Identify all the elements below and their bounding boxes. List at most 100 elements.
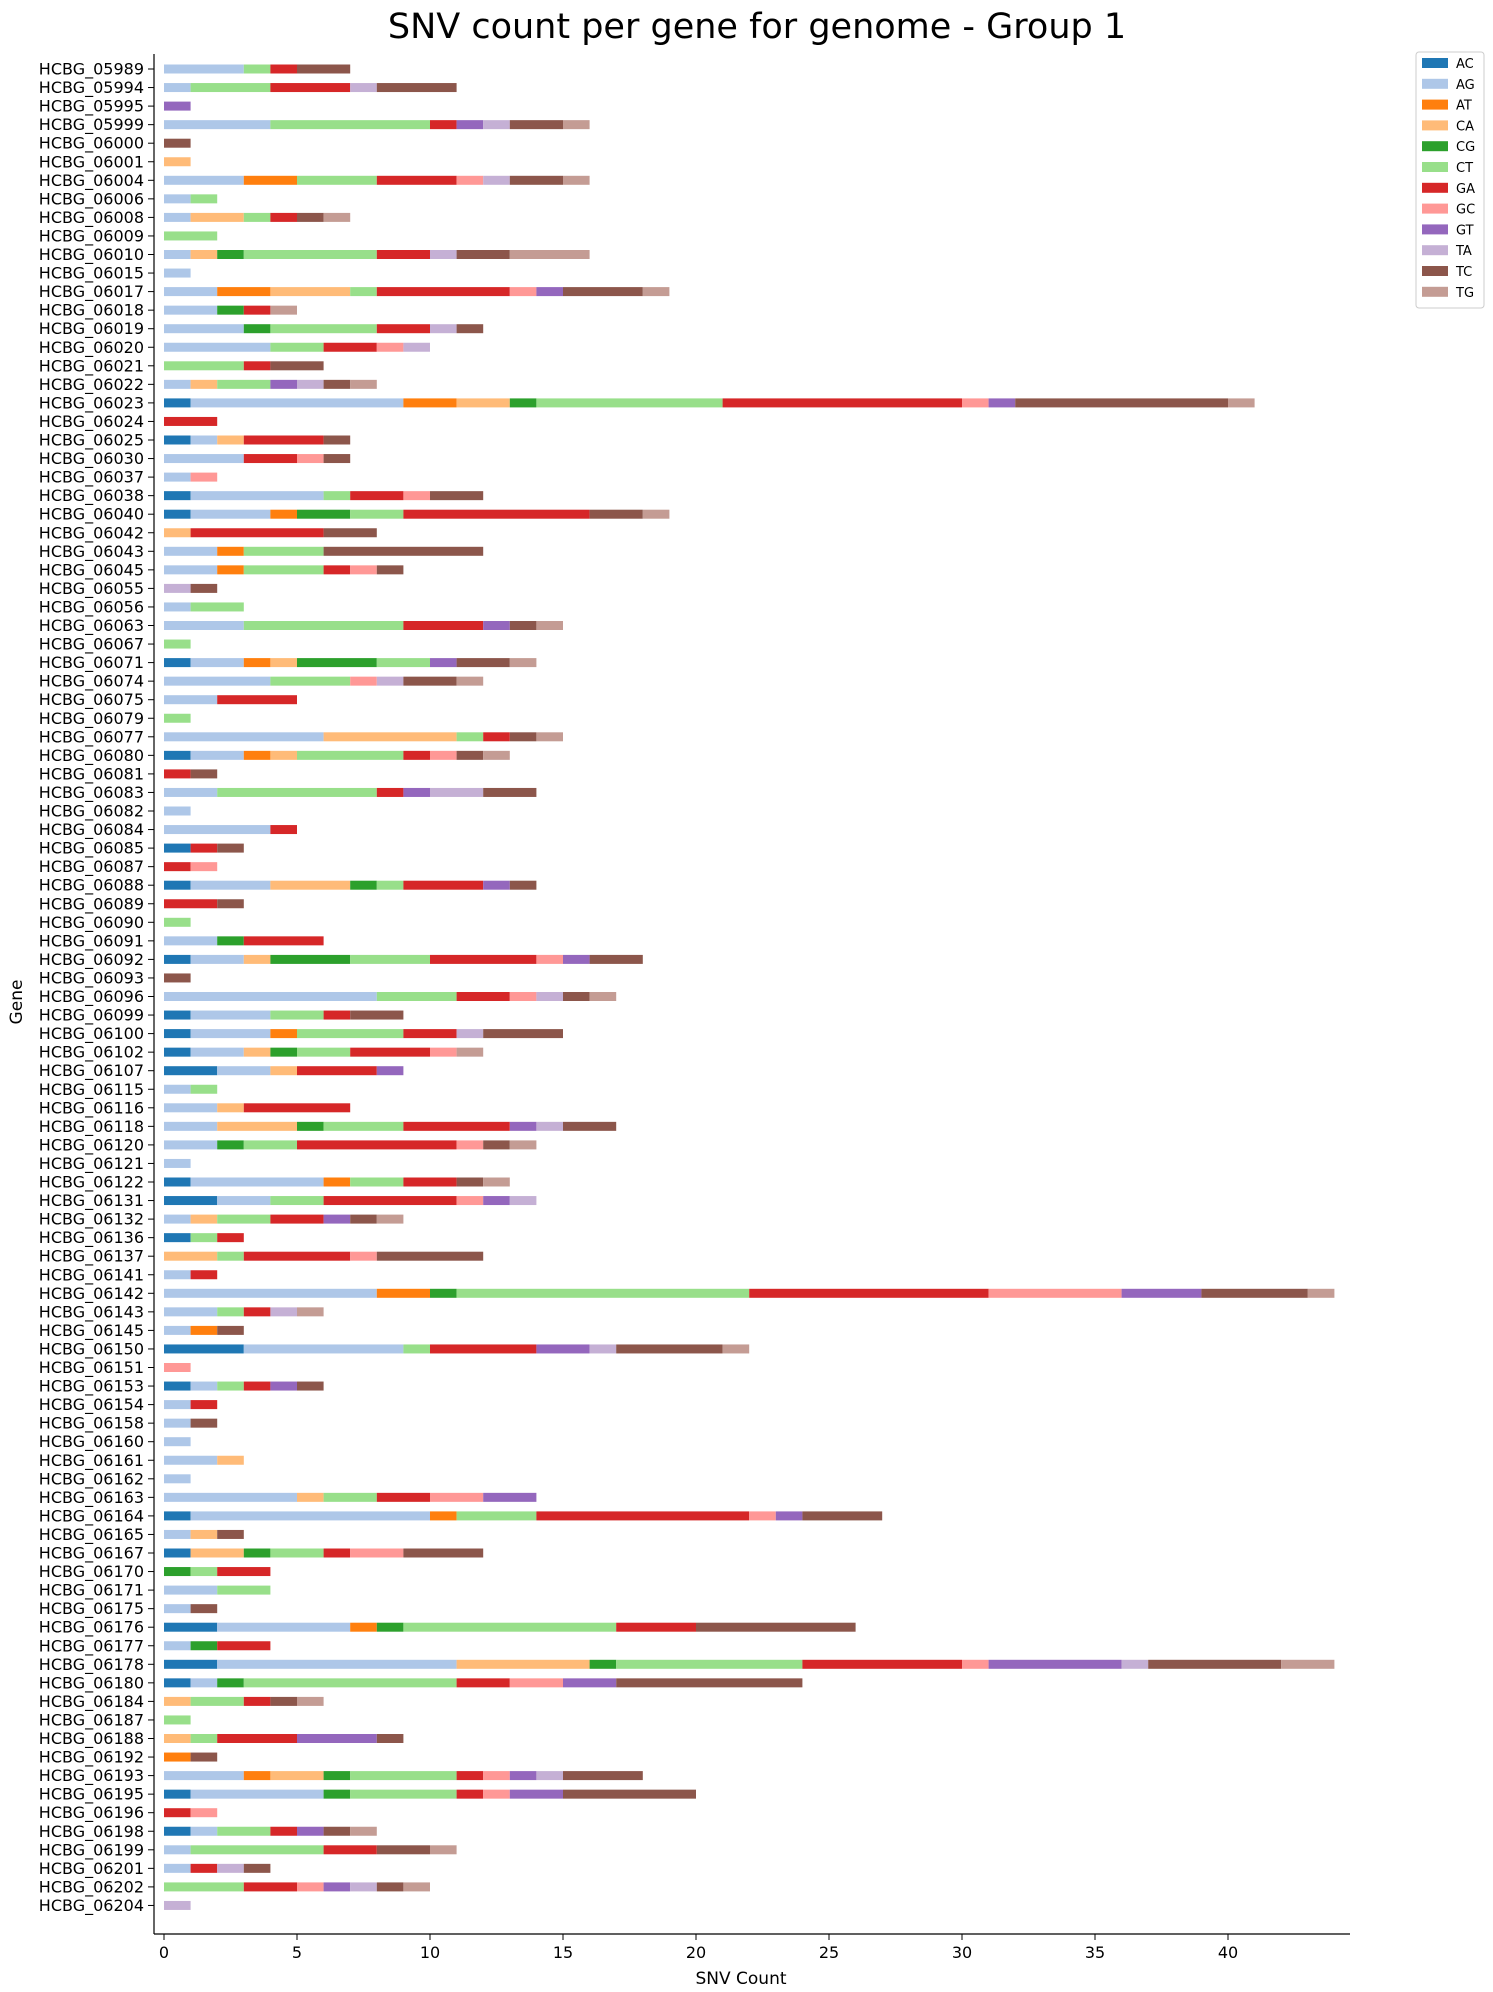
y-tick-label: HCBG_06018	[39, 301, 144, 321]
bar-segment	[430, 1845, 457, 1855]
bar-segment	[164, 1214, 191, 1224]
bar-segment	[164, 1140, 218, 1150]
bar-segment	[270, 379, 297, 389]
y-tick-label: HCBG_06136	[39, 1228, 144, 1248]
y-tick-label: HCBG_06017	[39, 282, 144, 302]
bar-segment	[350, 287, 377, 297]
bar-segment	[722, 398, 962, 408]
bar-segment	[1201, 1288, 1308, 1298]
bar-segment	[164, 1455, 218, 1465]
bar-segment	[190, 1010, 271, 1020]
y-tick-label: HCBG_06202	[39, 1877, 144, 1897]
y-tick-label: HCBG_06142	[39, 1284, 144, 1304]
bar-segment	[217, 1214, 271, 1224]
bar-segment	[297, 1696, 324, 1706]
bar-segment	[376, 1214, 404, 1224]
bar-segment	[270, 1010, 324, 1020]
bar-segment	[164, 250, 191, 259]
y-tick-label: HCBG_06184	[39, 1692, 144, 1712]
y-tick-label: HCBG_06188	[39, 1729, 144, 1749]
y-tick-label: HCBG_06158	[39, 1414, 144, 1434]
bar-segment	[297, 454, 324, 464]
bar-segment	[190, 1529, 218, 1539]
bar-segment	[190, 1084, 218, 1094]
bar-segment	[190, 843, 218, 853]
bar-segment	[190, 212, 244, 222]
bar-segment	[164, 732, 324, 742]
bar-segment	[722, 1344, 750, 1354]
bar-segment	[749, 1511, 776, 1521]
y-tick-label: HCBG_06089	[39, 894, 144, 914]
x-tick-label: 0	[159, 1943, 169, 1962]
x-tick-layer: 0 5 10 15 20 25 30 35 40	[159, 1934, 1238, 1962]
bar-segment	[456, 1047, 484, 1057]
bar-segment	[190, 398, 404, 408]
bar-segment	[190, 491, 324, 501]
bar-segment	[563, 1121, 617, 1131]
bar-segment	[563, 175, 590, 185]
bar-segment	[190, 1752, 218, 1762]
bar-segment	[456, 1771, 484, 1781]
bar-segment	[403, 1548, 484, 1558]
bar-segment	[190, 1233, 218, 1243]
bar-segment	[164, 936, 218, 946]
bar-segment	[403, 1344, 430, 1354]
bar-segment	[509, 880, 537, 890]
bar-segment	[775, 1511, 803, 1521]
bar-segment	[164, 1047, 191, 1057]
bar-segment	[164, 546, 218, 556]
bar-segment	[270, 361, 324, 371]
bar-segment	[270, 287, 351, 297]
bar-segment	[297, 379, 324, 389]
y-tick-label: HCBG_06107	[39, 1061, 144, 1081]
bar-segment	[323, 1492, 377, 1502]
bar-segment	[243, 750, 271, 760]
bar-segment	[164, 416, 218, 426]
bar-segment	[270, 305, 297, 315]
bar-segment	[270, 1029, 297, 1039]
bar-segment	[243, 1863, 271, 1873]
bar-segment	[164, 1696, 191, 1706]
bar-segment	[190, 583, 218, 593]
bar-segment	[589, 992, 617, 1001]
bar-segment	[323, 565, 351, 575]
legend-swatch	[1422, 99, 1448, 110]
bar-segment	[403, 1121, 510, 1131]
legend-swatch	[1422, 245, 1448, 256]
bar-segment	[164, 954, 191, 964]
bar-segment	[243, 250, 377, 259]
bar-segment	[509, 1678, 563, 1688]
y-tick-label: HCBG_06043	[39, 542, 144, 562]
bar-segment	[270, 880, 351, 890]
bar-segment	[456, 1678, 510, 1688]
bar-segment	[217, 1863, 244, 1873]
bar-segment	[190, 435, 218, 445]
bar-segment	[243, 1251, 351, 1261]
bar-segment	[430, 324, 457, 334]
bar-segment	[403, 1882, 430, 1892]
bar-segment	[190, 1567, 218, 1577]
bar-segment	[456, 324, 484, 334]
bar-segment	[483, 175, 510, 185]
bar-segment	[217, 1121, 297, 1131]
legend-swatch	[1422, 203, 1448, 214]
bar-segment	[164, 324, 244, 334]
bar-segment	[350, 1251, 377, 1261]
bar-segment	[164, 1251, 218, 1261]
bar-segment	[509, 621, 537, 630]
y-tick-label: HCBG_06178	[39, 1655, 144, 1675]
legend-label: GC	[1456, 203, 1475, 218]
bar-segment	[190, 1641, 218, 1651]
bar-segment	[164, 1529, 191, 1539]
bar-segment	[164, 175, 244, 185]
y-tick-label: HCBG_05995	[39, 97, 144, 117]
legend-label: AC	[1456, 57, 1474, 72]
bar-segment	[243, 175, 297, 185]
bar-segment	[536, 954, 563, 964]
bar-segment	[323, 1548, 351, 1558]
bar-segment	[164, 639, 191, 649]
bar-segment	[376, 565, 404, 575]
bar-segment	[217, 1622, 351, 1632]
x-axis-label: SNV Count	[695, 1969, 786, 1989]
bar-segment	[403, 398, 457, 408]
